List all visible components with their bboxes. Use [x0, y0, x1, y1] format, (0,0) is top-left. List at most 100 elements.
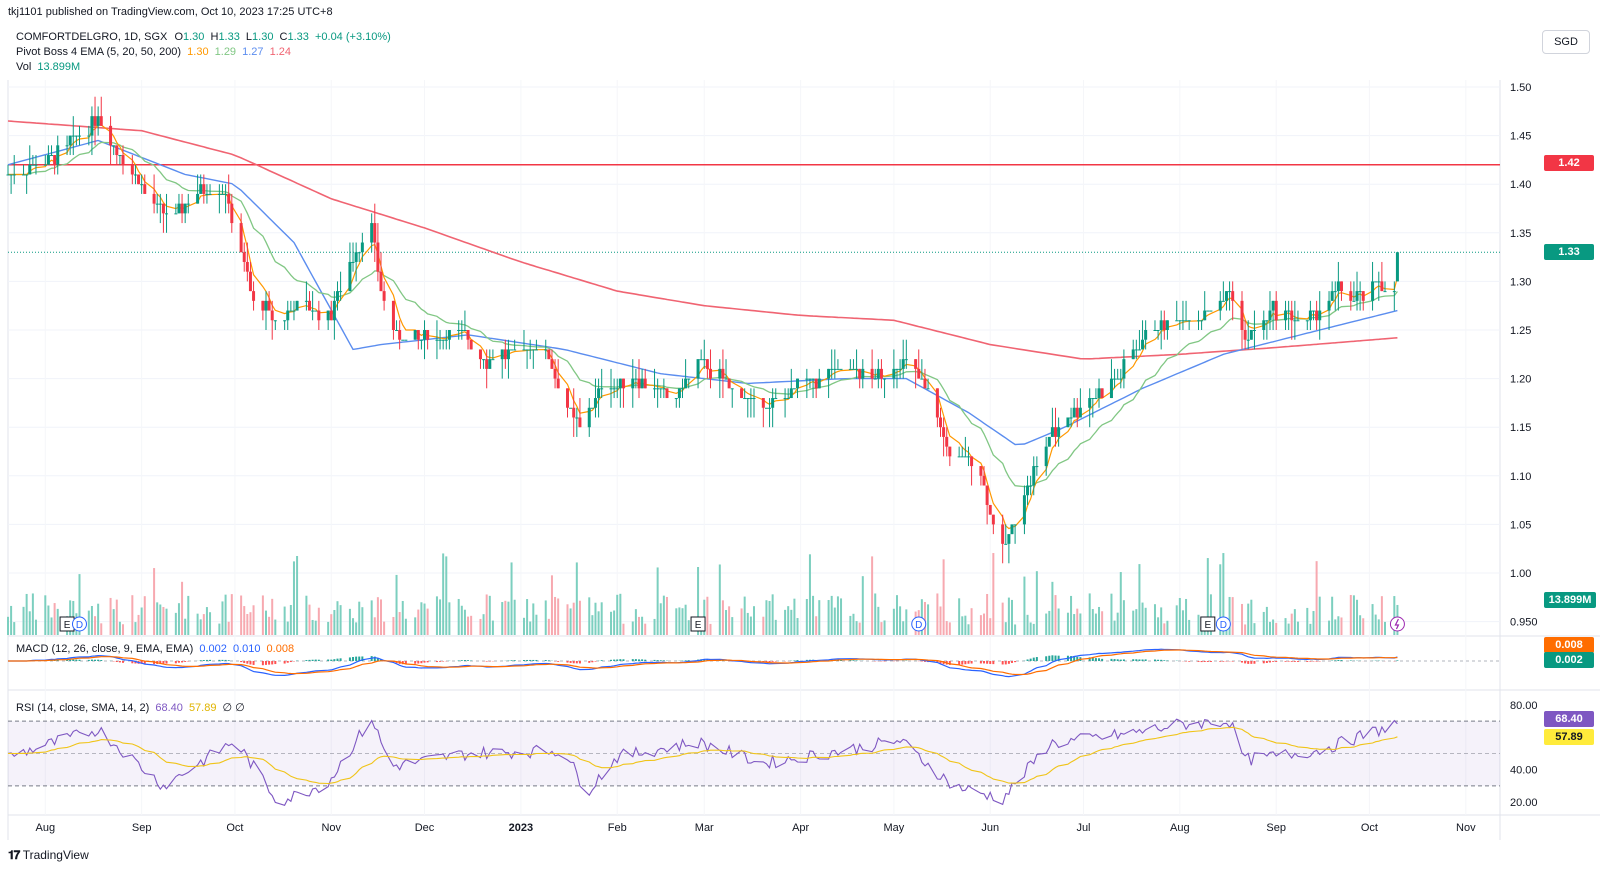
volume-bar — [1244, 624, 1247, 635]
macd-histogram-bar — [56, 660, 59, 661]
candle-body — [904, 359, 908, 361]
candle-body — [230, 203, 234, 224]
candle-body — [814, 378, 818, 389]
macd-histogram-bar — [1122, 659, 1125, 661]
candle-body — [1116, 378, 1120, 380]
candle-body — [705, 359, 709, 369]
candle-body — [1315, 310, 1319, 321]
volume-bar — [591, 615, 594, 635]
candle-body — [77, 135, 81, 137]
macd-histogram-bar — [967, 661, 970, 664]
candle-body — [267, 300, 271, 311]
volume-bar — [554, 596, 557, 635]
candle-body — [53, 155, 57, 165]
volume-bar — [333, 610, 336, 635]
tv-logo-text: TradingView — [22, 848, 89, 862]
volume-bar — [659, 603, 662, 635]
currency-button[interactable]: SGD — [1542, 30, 1590, 54]
macd-signal-line — [8, 649, 1398, 676]
candle-body — [121, 155, 125, 165]
high-label: H — [210, 31, 219, 43]
candle-body — [87, 135, 91, 137]
volume-bar — [1178, 597, 1181, 635]
volume-bar — [156, 602, 159, 635]
macd-histogram-bar — [613, 659, 616, 661]
macd-histogram-bar — [964, 661, 967, 665]
candle-body — [1318, 310, 1322, 321]
volume-bar — [398, 612, 401, 635]
volume-bar — [771, 594, 774, 635]
candle-body — [743, 398, 747, 400]
price-tick-label: 1.45 — [1510, 131, 1531, 143]
volume-bar — [501, 602, 504, 635]
volume-bar — [50, 617, 53, 635]
macd-histogram-bar — [202, 660, 205, 661]
macd-histogram-bar — [1166, 660, 1169, 661]
earnings-marker-label: E — [695, 620, 702, 631]
volume-bar — [25, 593, 28, 635]
volume-bar — [1101, 611, 1104, 635]
price-tick-label: 1.40 — [1510, 179, 1531, 191]
candle-body — [621, 378, 625, 389]
macd-histogram-bar — [122, 661, 125, 663]
candle-body — [71, 135, 75, 137]
volume-bar — [249, 612, 252, 635]
candle-body — [1113, 378, 1117, 380]
candle-body — [25, 174, 29, 176]
volume-bar — [118, 621, 121, 635]
macd-box-top: 0.008 — [1544, 637, 1594, 653]
candle-body — [261, 300, 265, 311]
macd-histogram-bar — [224, 659, 227, 661]
volume-bar — [1228, 596, 1231, 635]
macd-histogram-bar — [174, 661, 177, 664]
candle-body — [681, 388, 685, 390]
volume-bar — [1160, 607, 1163, 635]
volume-bar — [790, 609, 793, 635]
volume-bar — [1045, 613, 1048, 635]
candle-body — [1265, 320, 1269, 322]
volume-bar — [1066, 612, 1069, 635]
macd-histogram-bar — [1272, 661, 1275, 662]
volume-bar — [619, 593, 622, 635]
volume-bar — [818, 600, 821, 635]
volume-bar — [557, 598, 560, 635]
volume-bar — [1393, 596, 1396, 635]
volume-bar — [840, 598, 843, 635]
volume-bar — [836, 596, 839, 635]
volume-bar — [439, 599, 442, 635]
macd-histogram-bar — [805, 659, 808, 661]
volume-bar — [774, 619, 777, 635]
macd-histogram-bar — [1315, 661, 1318, 662]
macd-histogram-bar — [1029, 658, 1032, 661]
ema200-value: 1.24 — [269, 46, 292, 58]
candle-body — [1287, 310, 1291, 312]
volume-bar — [731, 617, 734, 635]
time-tick-label: Dec — [415, 822, 435, 834]
macd-histogram-bar — [1244, 661, 1247, 664]
candle-body — [752, 398, 756, 400]
tradingview-logo[interactable]: 𝟏𝟕 TradingView — [8, 848, 89, 863]
candle-body — [404, 339, 408, 341]
macd-histogram-bar — [361, 656, 364, 661]
price-tick-label: 1.30 — [1510, 276, 1531, 288]
candle-body — [550, 359, 554, 369]
macd-histogram-bar — [939, 661, 942, 664]
time-tick-label: Aug — [36, 822, 56, 834]
volume-bar — [1337, 616, 1340, 635]
candle-body — [1010, 524, 1014, 535]
macd-histogram-bar — [94, 659, 97, 661]
candle-body — [827, 368, 831, 379]
candle-body — [227, 193, 231, 204]
volume-bar — [575, 562, 578, 635]
candle-body — [1268, 310, 1272, 321]
candle-body — [587, 407, 591, 428]
macd-histogram-bar — [1241, 661, 1244, 663]
volume-bar — [283, 606, 286, 635]
volume-bar — [1004, 622, 1007, 635]
volume-bar — [1272, 619, 1275, 635]
macd-histogram-bar — [460, 660, 463, 661]
volume-bar — [725, 610, 728, 635]
candle-body — [500, 349, 504, 360]
candle-body — [597, 388, 601, 399]
